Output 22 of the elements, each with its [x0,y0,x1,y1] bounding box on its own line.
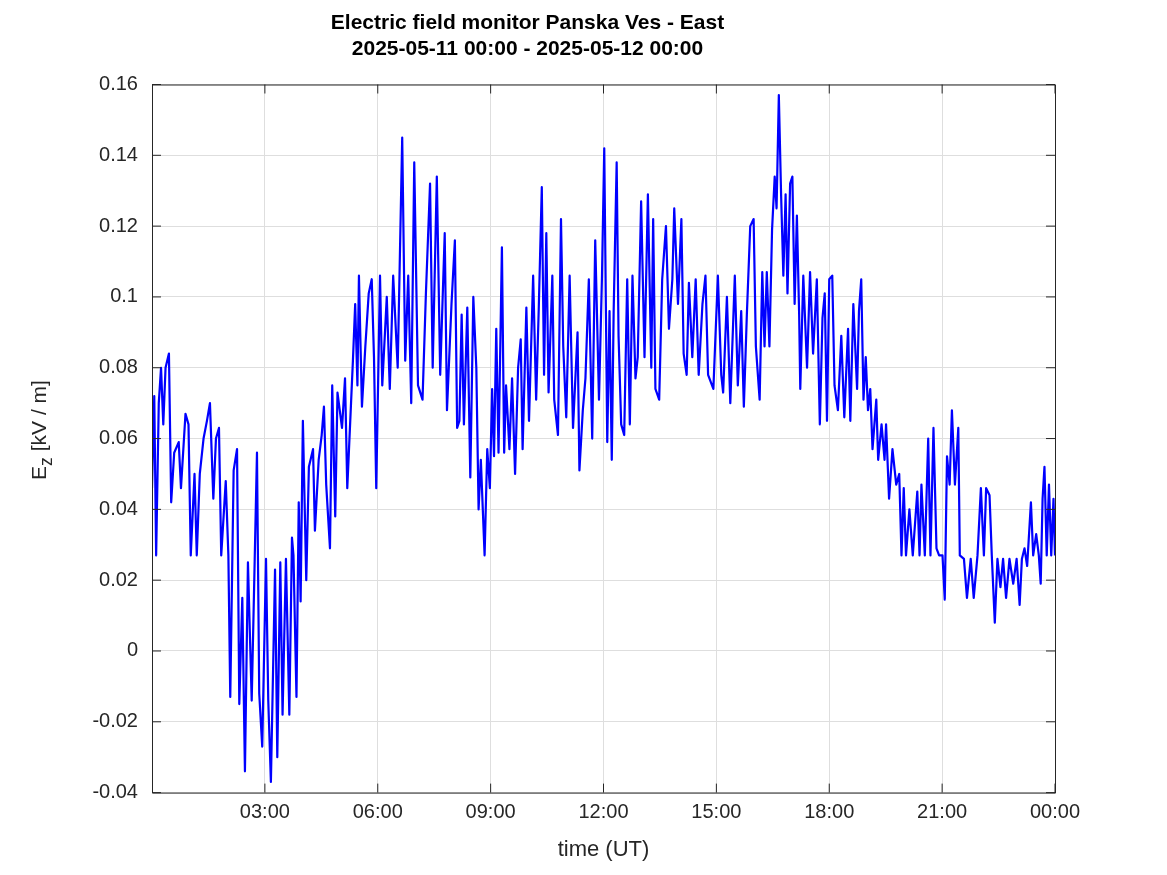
y-tick-label: 0.02 [99,567,138,590]
y-tick-label: 0.1 [110,284,138,307]
x-tick-label: 06:00 [352,800,403,823]
chart-subtitle: 2025-05-11 00:00 - 2025-05-12 00:00 [351,36,704,60]
y-tick-label: 0.06 [99,426,138,449]
y-tick-label: -0.04 [92,780,138,803]
x-tick-label: 00:00 [1029,800,1081,823]
x-tick-label: 09:00 [465,800,516,823]
y-tick-label: 0.12 [99,213,138,236]
y-tick-label: 0.16 [99,72,138,95]
y-tick-label: 0.08 [99,355,138,378]
x-tick-label: 21:00 [917,800,968,823]
y-tick-label: 0.04 [99,496,138,519]
x-tick-label: 15:00 [691,800,742,823]
x-tick-label: 12:00 [578,800,629,823]
y-tick-label: -0.02 [92,709,138,732]
y-tick-label: 0.14 [99,142,138,165]
x-tick-label: 03:00 [239,800,290,823]
x-axis-title: time (UT) [557,835,650,861]
y-tick-label: 0 [126,638,138,661]
x-tick-label: 18:00 [804,800,855,823]
chart-title: Electric field monitor Panska Ves - East [330,9,725,33]
